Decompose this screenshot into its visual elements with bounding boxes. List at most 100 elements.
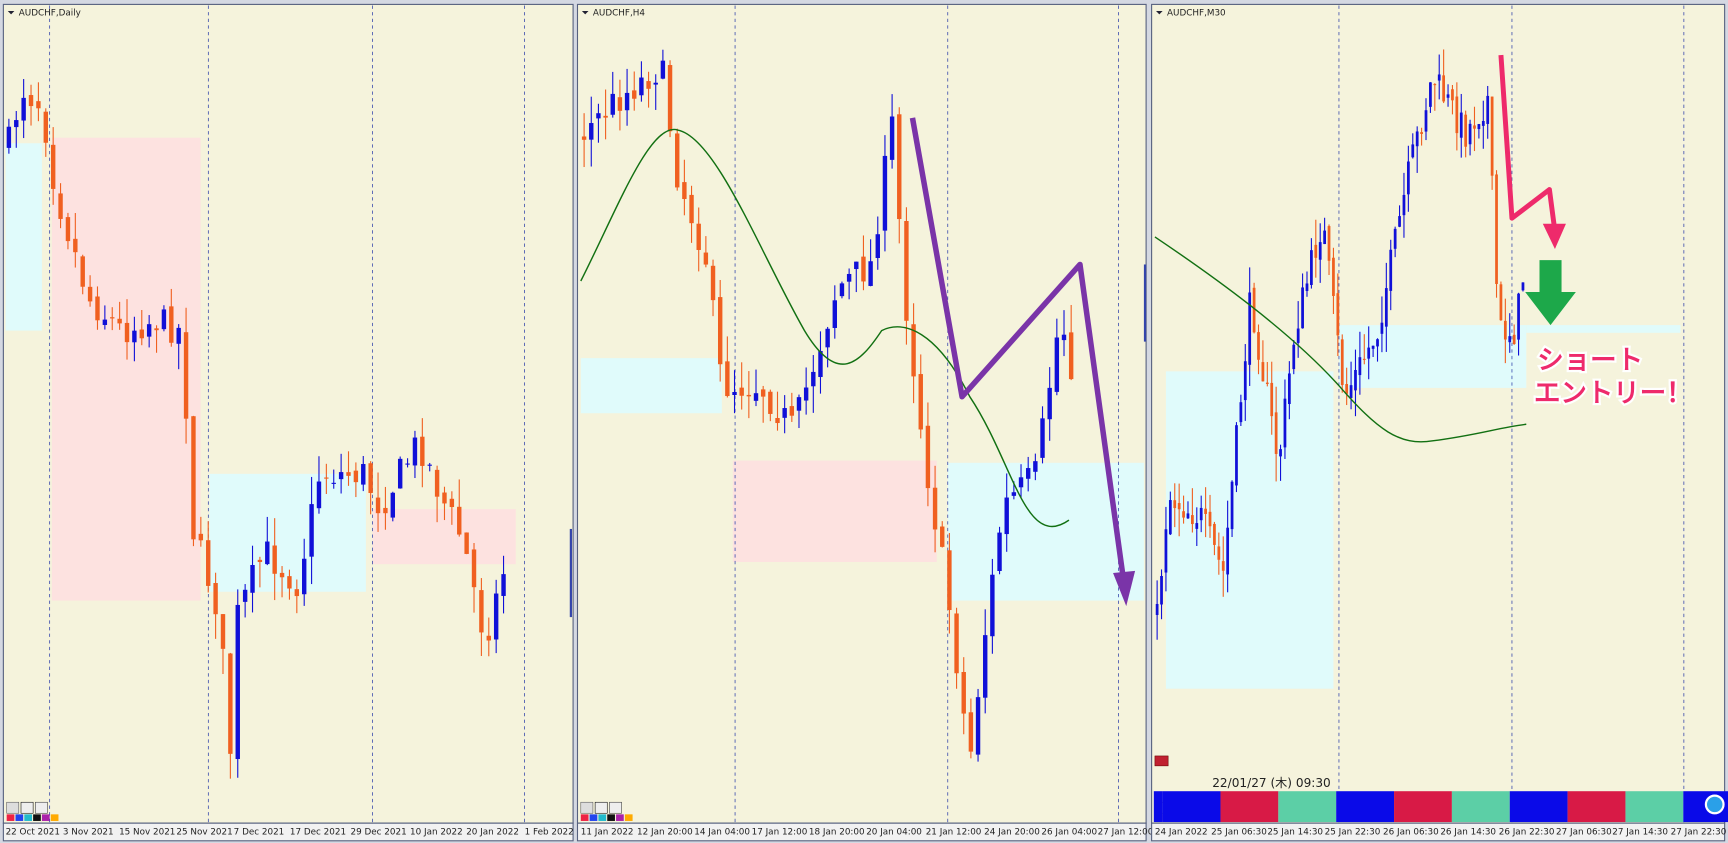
candle-body [117,318,122,324]
candle-body [412,437,418,466]
candle-body [1415,131,1419,147]
candle-body [1464,114,1468,147]
candle-body [36,101,41,109]
date-label: 27 Jan 14:30 [1612,827,1668,837]
candle-body [954,613,959,674]
candle-body [501,574,506,596]
date-label: 26 Jan 14:30 [1440,827,1496,837]
candle-body [796,397,802,411]
candle-body [1429,82,1432,107]
candle-body [235,604,240,760]
candle-body [1442,75,1446,102]
candle-body [854,261,859,270]
candle-body [1160,575,1163,605]
annotation-text: ショート [1537,345,1643,376]
candle-body [1025,468,1031,479]
chart-panel: AUDCHF,H4 11 Jan 2022 12 Jan 20:00 14 Jan 0… [576,3,1154,842]
candle-body [486,635,491,641]
candle-body [1177,503,1181,510]
candle-body [1011,492,1017,496]
date-label: 20 Jan 04:00 [866,827,922,837]
candle-body [110,317,115,319]
candle-body [918,374,923,430]
candle-body [1230,481,1234,530]
axis-strip [2,822,574,842]
candle-body [375,497,381,514]
session-bar [1451,791,1510,823]
entry-arrow [1498,54,1558,232]
candle-body [911,324,916,377]
session-bar [1567,791,1626,823]
candle-body [596,113,601,119]
candle-body [1336,293,1340,336]
session-bar [1625,791,1684,823]
candle-body [703,252,709,265]
candle-body [1495,174,1498,284]
timestamp-box [1210,776,1332,791]
candle-body [983,635,988,698]
chart-title: AUDCHF,M30 [1167,9,1226,19]
candle-body [1270,382,1274,417]
candle-body [220,614,226,649]
candle-body [789,406,795,416]
candle-body [832,300,838,328]
date-label: 29 Dec 2021 [350,827,406,837]
candle-body [368,463,373,494]
candle-body [1508,336,1512,343]
candle-body [1173,500,1177,509]
candle-body [947,550,952,611]
tool-button [580,801,594,814]
candle-body [50,144,56,189]
candle-body [228,653,233,754]
zone-box [51,137,201,601]
date-label: 22 Oct 2021 [6,827,60,837]
axis-strip [1151,822,1726,842]
candle-body [1486,95,1490,124]
timestamp: 22/01/27 (木) 09:30 [1212,776,1331,790]
date-label: 25 Jan 22:30 [1325,827,1381,837]
color-chip [598,814,607,821]
candle-body [213,583,218,615]
candle-body [1248,292,1252,365]
trend-arrow [909,117,1127,585]
annotation-text: エントリー！ [1534,378,1693,409]
candle-body [775,418,780,424]
candle-body [353,470,359,483]
candle-body [1393,228,1397,249]
candle-body [73,238,78,253]
candle-body [1243,361,1247,401]
date-label: 10 Jan 2022 [410,827,463,837]
candle-body [1283,398,1287,448]
candle-body [442,492,447,504]
candle-body [739,387,744,396]
chart-panel: AUDCHF,Daily 22 Oct 2021 3 Nov 2021 15 Nov … [2,3,574,842]
candle-body [1221,561,1225,571]
candle-body [639,77,644,96]
candle-body [1274,412,1278,454]
date-label: 27 Jan 22:30 [1671,827,1727,837]
candle-body [1437,74,1441,81]
date-label: 18 Jan 20:00 [809,827,865,837]
candle-body [1354,369,1357,391]
candle-body [581,136,587,140]
candle-body [1257,332,1260,360]
candle-body [1420,132,1423,134]
candle-body [1327,226,1331,261]
candle-body [925,425,931,489]
candle-body [176,327,181,344]
down-arrow [1525,260,1576,326]
date-label: 3 Nov 2021 [63,827,114,837]
scroll-button [1704,794,1725,815]
zone-box [1338,325,1527,388]
candle-body [324,477,329,479]
date-label: 24 Jan 20:00 [984,827,1040,837]
candle-body [932,487,938,530]
candle-body [191,416,196,540]
candle-body [242,589,248,602]
candle-body [746,394,752,397]
candle-body [139,329,144,339]
candle-body [87,286,93,302]
candle-body [287,576,292,589]
candle-body [1239,402,1243,423]
color-chip [580,814,589,821]
